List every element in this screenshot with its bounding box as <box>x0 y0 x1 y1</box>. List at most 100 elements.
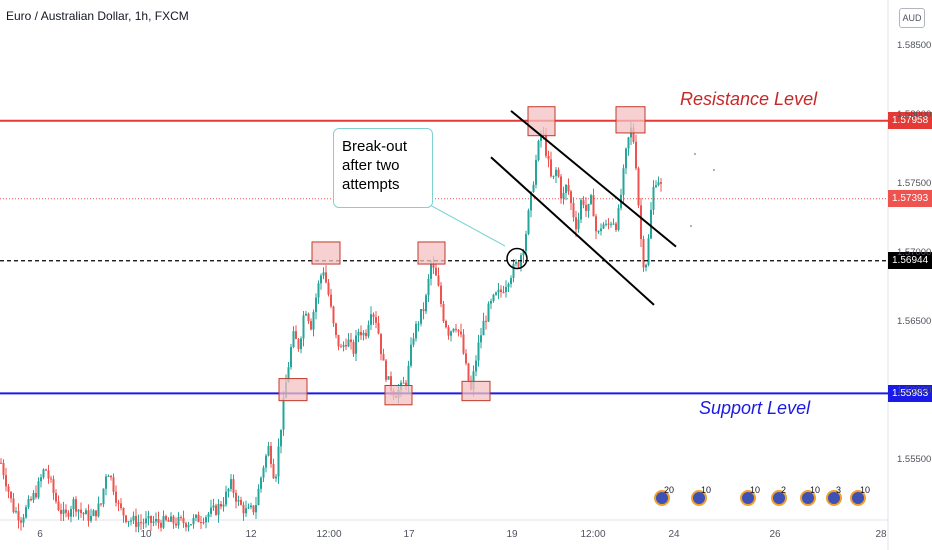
candle-body <box>320 275 322 284</box>
callout-line: after two <box>342 157 400 174</box>
candle-body <box>280 429 282 447</box>
candle-body <box>32 493 35 501</box>
candle-body <box>457 329 460 332</box>
economic-event-icon[interactable]: 20 <box>654 485 676 511</box>
event-flag-icon <box>800 490 816 506</box>
candle-body <box>310 321 312 330</box>
candle-body <box>287 367 290 383</box>
candle-body <box>167 519 170 522</box>
candle-body <box>257 488 260 506</box>
channel-trendline <box>510 110 677 248</box>
event-count: 10 <box>810 485 821 495</box>
candle-body <box>70 509 72 517</box>
candle-body <box>325 272 327 283</box>
candle-body <box>645 264 647 268</box>
candle-body <box>127 521 130 523</box>
candle-body <box>27 498 30 508</box>
candle-body <box>547 155 550 160</box>
candle-body <box>187 525 190 528</box>
candle-body <box>330 294 332 307</box>
event-count: 10 <box>701 485 712 495</box>
candle-body <box>380 333 382 355</box>
candle-body <box>322 272 325 276</box>
candle-body <box>0 462 2 464</box>
callout-line: Break-out <box>342 138 408 155</box>
candle-body <box>102 488 105 505</box>
candle-body <box>460 331 462 335</box>
candle-body <box>255 505 257 513</box>
candle-body <box>232 479 235 493</box>
candle-body <box>607 223 610 225</box>
candle-body <box>307 313 310 322</box>
x-tick-label: 10 <box>140 529 152 540</box>
candle-body <box>245 508 247 514</box>
candle-body <box>497 289 500 293</box>
candle-body <box>430 263 432 279</box>
x-tick-label: 12:00 <box>580 529 606 540</box>
candle-body <box>162 516 165 528</box>
candle-body <box>265 455 267 468</box>
candle-body <box>402 382 405 384</box>
candle-body <box>370 314 372 325</box>
economic-event-icon[interactable]: 3 <box>826 485 848 511</box>
candle-body <box>190 524 192 526</box>
candle-body <box>22 517 25 523</box>
economic-event-icon[interactable]: 2 <box>771 485 793 511</box>
candle-body <box>552 175 555 177</box>
candle-body <box>487 303 490 322</box>
candle-body <box>337 334 340 347</box>
candle-body <box>565 184 567 194</box>
candle-body <box>315 297 317 313</box>
candle-body <box>35 493 37 498</box>
x-tick-label: 12 <box>245 529 257 540</box>
candle-body <box>107 475 110 477</box>
candle-body <box>657 182 660 186</box>
candle-body <box>332 306 335 324</box>
economic-event-icon[interactable]: 10 <box>740 485 762 511</box>
candle-body <box>177 517 180 526</box>
candle-body <box>85 510 87 515</box>
candle-body <box>462 334 465 354</box>
candle-body <box>600 228 602 232</box>
stray-dot <box>713 169 715 171</box>
candle-body <box>450 331 452 336</box>
candle-body <box>545 133 547 156</box>
candle-body <box>152 521 155 523</box>
candle-body <box>227 488 230 492</box>
candle-body <box>440 285 442 304</box>
candle-body <box>650 209 652 239</box>
candle-body <box>587 204 590 211</box>
candle-body <box>130 520 132 522</box>
candle-body <box>560 176 562 199</box>
candle-body <box>427 278 430 296</box>
candle-body <box>62 509 65 514</box>
economic-event-icon[interactable]: 10 <box>691 485 713 511</box>
candle-body <box>150 516 152 523</box>
candle-body <box>540 133 542 141</box>
callout-text: Break-out after two attempts <box>342 137 407 194</box>
candle-body <box>50 478 52 480</box>
economic-event-icon[interactable]: 10 <box>850 485 872 511</box>
candle-body <box>47 470 50 479</box>
economic-event-icon[interactable]: 10 <box>800 485 822 511</box>
candle-body <box>230 479 232 489</box>
candle-body <box>5 475 7 487</box>
event-flag-icon <box>771 490 787 506</box>
candle-body <box>267 445 270 456</box>
candle-body <box>500 289 502 292</box>
candle-body <box>562 193 565 199</box>
candle-body <box>367 324 370 337</box>
candle-body <box>112 477 115 492</box>
candle-body <box>120 503 122 509</box>
x-tick-label: 17 <box>403 529 415 540</box>
candle-body <box>632 127 635 142</box>
candle-body <box>135 515 137 527</box>
candle-body <box>170 516 172 522</box>
candle-body <box>340 346 342 348</box>
candle-body <box>435 267 437 276</box>
candle-body <box>82 512 85 515</box>
currency-unit-button[interactable]: AUD <box>899 8 925 28</box>
candle-body <box>180 517 182 519</box>
breakout-callout: Break-out after two attempts <box>333 128 433 208</box>
